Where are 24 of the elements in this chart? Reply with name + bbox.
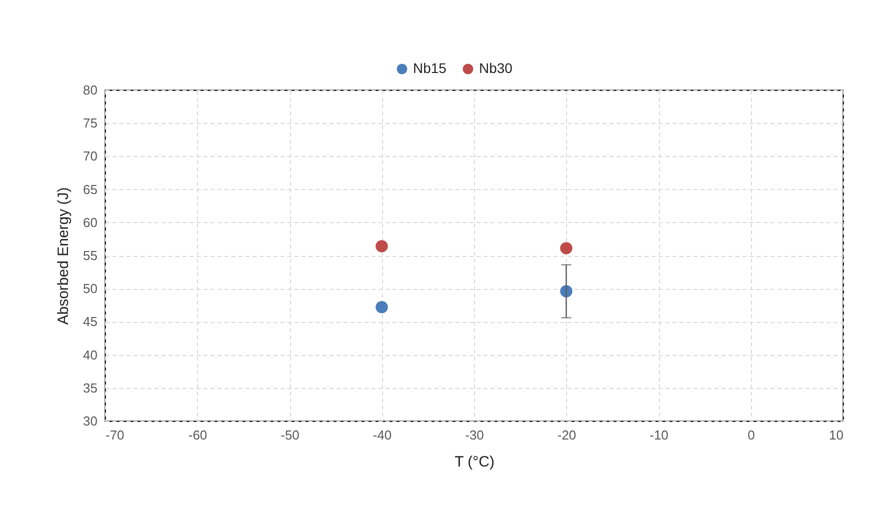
x-tick-label: 0: [748, 428, 755, 442]
y-tick-label: 80: [83, 82, 98, 98]
x-tick-label: -60: [188, 428, 208, 442]
x-tick-label: -50: [280, 428, 300, 442]
y-tick-label: 45: [83, 314, 98, 330]
legend-label: Nb15: [413, 60, 447, 76]
x-tick-label: -40: [372, 428, 392, 442]
y-tick-label: 30: [83, 414, 98, 428]
x-tick-label: -30: [465, 428, 484, 442]
y-axis-title: Absorbed Energy (J): [55, 187, 72, 325]
y-tick-label: 65: [83, 182, 98, 197]
y-tick-label: 70: [83, 148, 98, 164]
x-tick-label: -20: [557, 428, 576, 442]
x-tick-label: -70: [106, 428, 124, 442]
y-tick-label: 40: [83, 347, 98, 362]
y-tick-label: 50: [83, 281, 98, 296]
legend-label: Nb30: [479, 60, 513, 76]
x-axis-title: T (°C): [454, 454, 494, 470]
y-tick-label: 75: [83, 116, 98, 131]
x-tick-label: -10: [650, 428, 668, 442]
y-tick-label: 60: [83, 214, 98, 230]
x-tick-label: 10: [829, 428, 844, 442]
y-tick-label: 55: [83, 248, 98, 263]
y-tick-label: 35: [83, 380, 98, 396]
